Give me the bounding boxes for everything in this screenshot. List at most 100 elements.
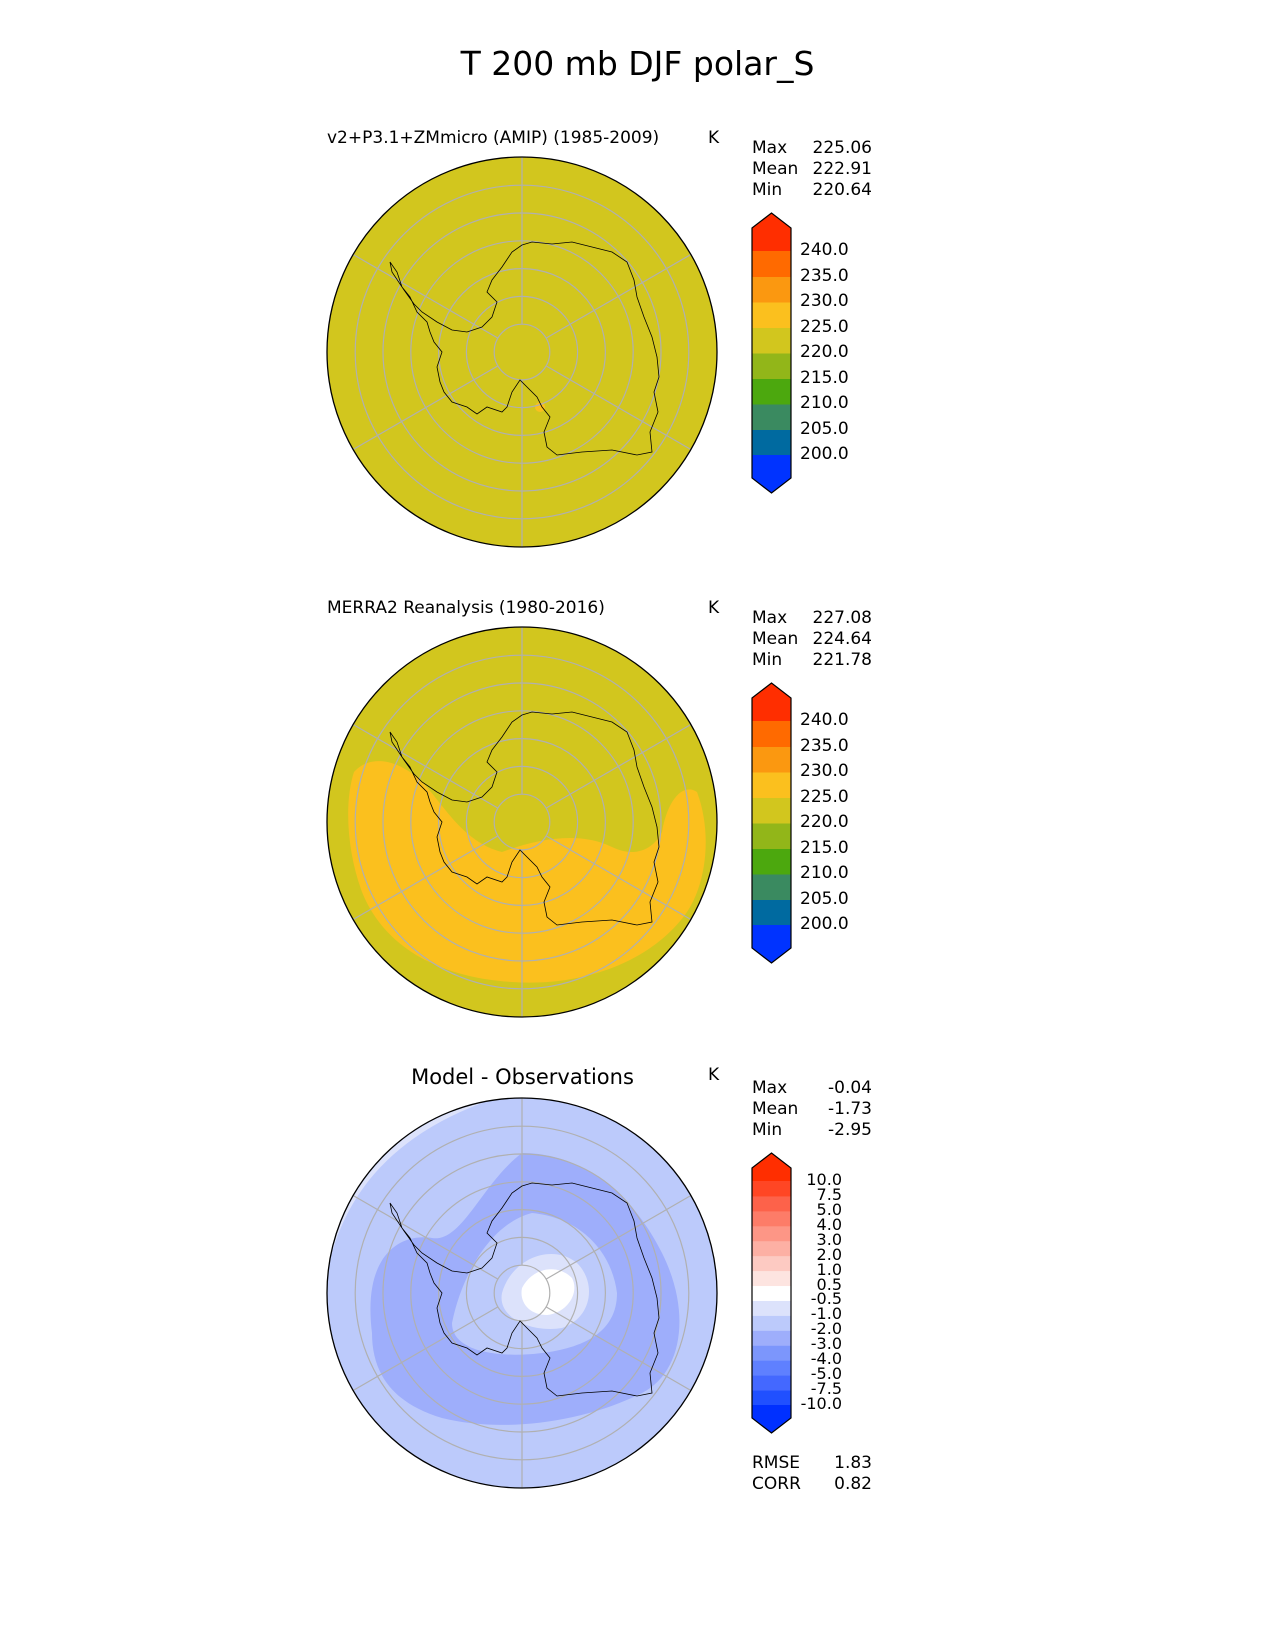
colorbar-extend-max (752, 213, 791, 251)
colorbar-band (752, 1375, 791, 1391)
longitude-gridline (545, 835, 692, 921)
colorbar-band (752, 1255, 791, 1272)
stat-value: -1.73 (828, 1099, 872, 1119)
colorbar-tick-label: 10.0 (806, 1170, 842, 1189)
colorbar-band (752, 302, 791, 328)
field-fill (327, 157, 717, 547)
colorbar-band (752, 1345, 791, 1361)
colorbar-tick-label: -5.0 (810, 1364, 842, 1384)
colorbar-band (752, 1210, 791, 1227)
map-boundary (326, 156, 718, 548)
colorbar-band (752, 874, 791, 900)
longitude-gridline (352, 723, 499, 809)
stat-label: Min (752, 650, 783, 670)
colorbar-tick-label: -7.5 (810, 1379, 842, 1399)
panel-title: MERRA2 Reanalysis (1980-2016) (327, 598, 605, 618)
colorbar-tick-label: 2.0 (816, 1244, 842, 1264)
stat-value: 220.64 (812, 180, 872, 200)
colorbar-tick-label: 230.0 (800, 291, 849, 311)
latitude-gridline (493, 323, 551, 381)
colorbar-band (752, 721, 791, 747)
stat-label: Max (752, 608, 788, 628)
stat-value: 224.64 (812, 629, 872, 649)
units-label: K (708, 1065, 720, 1085)
colorbar-band (752, 797, 791, 824)
colorbar-tick-label: 1.0 (816, 1259, 842, 1279)
stat-label: Min (752, 180, 783, 200)
colorbar-band (752, 1270, 791, 1287)
colorbar-band (752, 404, 791, 430)
stat-value: -2.95 (828, 1120, 872, 1140)
colorbar-tick-label: -3.0 (810, 1334, 842, 1354)
colorbar-outline (751, 682, 792, 964)
colorbar (751, 1152, 792, 1434)
colorbar-band (752, 823, 791, 849)
stat-label: Max (752, 138, 788, 158)
colorbar-outline (751, 1152, 792, 1434)
colorbar-band (752, 1285, 791, 1301)
colorbar-tick-label: 0.5 (816, 1274, 842, 1294)
units-label: K (708, 128, 720, 148)
colorbar-band (752, 1330, 791, 1346)
colorbar-band (752, 1181, 791, 1197)
colorbar-band (752, 899, 791, 926)
panel-title: v2+P3.1+ZMmicro (AMIP) (1985-2009) (327, 128, 660, 148)
colorbar-band (752, 1390, 791, 1406)
stat-value: 222.91 (812, 159, 872, 179)
longitude-gridline (545, 1194, 692, 1280)
stat-value: 225.06 (812, 138, 872, 158)
colorbar-band (752, 772, 791, 798)
longitude-gridline (352, 835, 499, 921)
metric-value: 0.82 (834, 1474, 872, 1494)
map-field (327, 157, 717, 547)
colorbar-tick-label: 205.0 (800, 888, 849, 909)
colorbar-tick-label: 5.0 (816, 1199, 842, 1219)
colorbar-tick-label: 205.0 (800, 418, 849, 439)
polar-map (326, 156, 718, 548)
longitude-gridline (352, 253, 499, 339)
colorbar-band (752, 251, 791, 277)
colorbar-tick-label: 220.0 (800, 342, 849, 362)
colorbar-band (752, 276, 791, 303)
colorbar-band (752, 1300, 791, 1316)
colorbar-tick-label: 240.0 (800, 240, 849, 260)
longitude-gridline (545, 723, 692, 809)
colorbar (751, 212, 792, 494)
colorbar-tick-label: 220.0 (800, 812, 849, 832)
colorbar-band (752, 1225, 791, 1242)
colorbar-tick-label: 4.0 (816, 1214, 842, 1234)
stat-value: -0.04 (828, 1078, 872, 1098)
colorbar-tick-label: 225.0 (800, 786, 849, 807)
pole-neutral (521, 1269, 575, 1315)
colorbar-tick-label: -4.0 (810, 1349, 842, 1369)
colorbar-tick-label: -10.0 (800, 1394, 842, 1413)
colorbar-band (752, 429, 791, 456)
colorbar-band (752, 746, 791, 773)
units-label: K (708, 598, 720, 618)
warm-spot (535, 402, 545, 412)
figure-title: T 200 mb DJF polar_S (460, 44, 815, 83)
colorbar-band (752, 378, 791, 405)
colorbar-tick-label: -0.5 (810, 1289, 842, 1309)
longitude-gridline (352, 1194, 499, 1280)
stat-label: Max (752, 1078, 788, 1098)
colorbar-extend-min (752, 925, 791, 963)
metric-label: CORR (752, 1474, 801, 1494)
map-boundary (326, 626, 718, 1018)
colorbar-extend-min (752, 1405, 791, 1433)
panel-title: Model - Observations (411, 1065, 634, 1089)
latitude-gridline (493, 793, 551, 851)
colorbar-band (752, 1315, 791, 1331)
stat-label: Mean (752, 159, 799, 179)
stat-value: 221.78 (812, 650, 872, 670)
colorbar-band (752, 1240, 791, 1257)
colorbar-band (752, 353, 791, 379)
longitude-gridline (352, 1306, 499, 1392)
colorbar-tick-label: -1.0 (810, 1304, 842, 1324)
colorbar-tick-label: 240.0 (800, 710, 849, 730)
colorbar-tick-label: 200.0 (800, 444, 849, 464)
colorbar-tick-label: 225.0 (800, 316, 849, 337)
colorbar-extend-max (752, 1153, 791, 1181)
